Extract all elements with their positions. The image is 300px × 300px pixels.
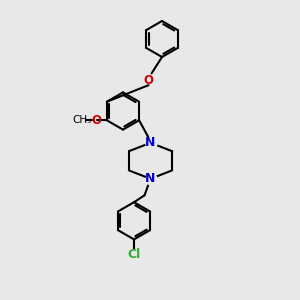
Text: O: O [92, 114, 102, 127]
Text: N: N [145, 172, 156, 185]
Text: O: O [143, 74, 154, 87]
Text: Cl: Cl [128, 248, 141, 261]
Text: N: N [145, 136, 156, 149]
Text: CH₃: CH₃ [72, 115, 91, 125]
